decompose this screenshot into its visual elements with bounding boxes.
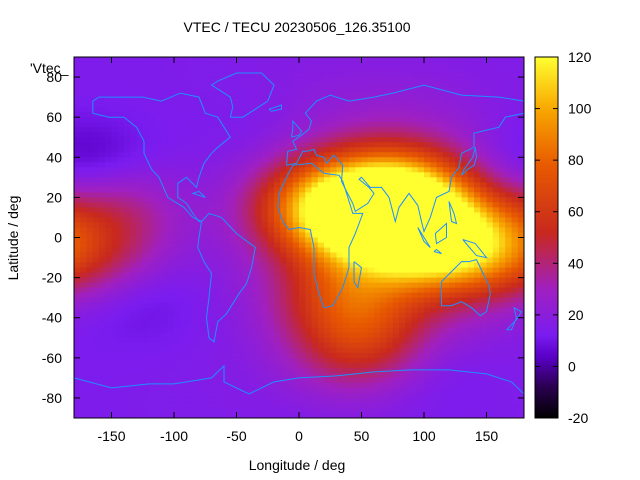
y-tick-label: -40 [42,310,62,326]
x-tick-label: -50 [226,428,246,444]
coastline [462,239,488,259]
colorbar-axis: -20 0 20 40 60 80 100 120 [535,49,592,426]
x-axis: -150 -100 -50 0 50 100 150 [97,57,498,444]
coastline [441,259,491,317]
heatmap [74,57,524,418]
colorbar-tick-label: 0 [568,358,576,374]
x-tick-label: 100 [412,428,436,444]
coastline [433,248,442,254]
coastline [74,364,524,395]
colorbar-tick-label: 60 [568,204,584,220]
x-tick-label: -100 [160,428,188,444]
coastline [197,212,256,343]
y-tick-label: -60 [42,350,62,366]
coastline [353,261,363,289]
x-axis-label: Longitude / deg [249,457,346,473]
colorbar-tick-label: 80 [568,152,584,168]
colorbar [534,56,559,419]
colorbar-tick-label: 120 [568,49,592,65]
x-tick-label: 0 [295,428,303,444]
y-axis: -80 -60 -40 -20 0 20 40 60 80 [42,69,524,406]
coastline [286,84,524,234]
y-tick-label: 60 [46,109,62,125]
y-tick-label: 0 [54,230,62,246]
coastline [277,162,364,309]
y-tick-label: 80 [46,69,62,85]
x-tick-label: -150 [97,428,125,444]
y-tick-label: 20 [46,189,62,205]
coastline [448,201,458,225]
colorbar-tick-label: -20 [568,410,588,426]
y-tick-label: -20 [42,270,62,286]
coastline [417,227,431,248]
x-tick-label: 50 [354,428,370,444]
colorbar-tick-label: 100 [568,101,592,117]
y-tick-label: 40 [46,149,62,165]
y-axis-label: Latitude / deg [5,196,21,281]
y-tick-label: -80 [42,390,62,406]
coastline [291,119,303,138]
colorbar-tick-label: 20 [568,307,584,323]
coastline [461,147,478,176]
colorbar-tick-label: 40 [568,255,584,271]
coastline [92,92,231,222]
key-entry: 'Vtec_ [30,60,69,76]
coastline [434,222,447,245]
coastline [210,72,275,118]
coastline [191,190,206,198]
coastline [268,104,282,112]
coastlines [74,72,524,395]
x-tick-label: 150 [475,428,499,444]
chart-title: VTEC / TECU 20230506_126.35100 [183,19,410,35]
coastline [506,306,523,331]
